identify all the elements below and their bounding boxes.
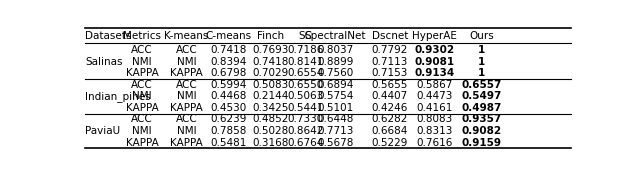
Text: 0.5655: 0.5655 (372, 80, 408, 90)
Text: 0.9082: 0.9082 (461, 126, 502, 136)
Text: 1: 1 (478, 68, 485, 78)
Text: 0.5754: 0.5754 (317, 91, 354, 101)
Text: 0.7418: 0.7418 (253, 57, 289, 67)
Text: KAPPA: KAPPA (125, 138, 158, 147)
Text: 0.6557: 0.6557 (461, 80, 502, 90)
Text: 0.5481: 0.5481 (211, 138, 247, 147)
Text: 0.7560: 0.7560 (317, 68, 353, 78)
Text: KAPPA: KAPPA (170, 138, 203, 147)
Text: KAPPA: KAPPA (125, 103, 158, 113)
Text: ACC: ACC (176, 114, 198, 124)
Text: C-means: C-means (205, 31, 252, 41)
Text: 0.8899: 0.8899 (317, 57, 354, 67)
Text: Finch: Finch (257, 31, 285, 41)
Text: 0.6282: 0.6282 (372, 114, 408, 124)
Text: SpectralNet: SpectralNet (305, 31, 366, 41)
Text: 0.5867: 0.5867 (417, 80, 453, 90)
Text: KAPPA: KAPPA (170, 68, 203, 78)
Text: 0.5441: 0.5441 (287, 103, 324, 113)
Text: Metrics: Metrics (123, 31, 161, 41)
Text: Datasets: Datasets (85, 31, 131, 41)
Text: 0.9134: 0.9134 (415, 68, 455, 78)
Text: Indian_pines: Indian_pines (85, 91, 150, 102)
Text: PaviaU: PaviaU (85, 126, 120, 136)
Text: NMI: NMI (177, 126, 196, 136)
Text: HyperAE: HyperAE (412, 31, 457, 41)
Text: 0.6798: 0.6798 (211, 68, 247, 78)
Text: 0.4161: 0.4161 (417, 103, 453, 113)
Text: 0.5678: 0.5678 (317, 138, 354, 147)
Text: 0.5994: 0.5994 (211, 80, 247, 90)
Text: 0.4473: 0.4473 (417, 91, 453, 101)
Text: 0.7113: 0.7113 (372, 57, 408, 67)
Text: 0.5063: 0.5063 (287, 91, 324, 101)
Text: 0.8083: 0.8083 (417, 114, 452, 124)
Text: 0.6764: 0.6764 (287, 138, 324, 147)
Text: 0.9159: 0.9159 (462, 138, 502, 147)
Text: 1: 1 (478, 45, 485, 55)
Text: 0.8394: 0.8394 (211, 57, 247, 67)
Text: 0.9357: 0.9357 (461, 114, 502, 124)
Text: ACC: ACC (176, 80, 198, 90)
Text: NMI: NMI (132, 91, 152, 101)
Text: 0.7418: 0.7418 (211, 45, 247, 55)
Text: NMI: NMI (177, 57, 196, 67)
Text: Salinas: Salinas (85, 57, 122, 67)
Text: 0.7616: 0.7616 (417, 138, 453, 147)
Text: Ours: Ours (469, 31, 494, 41)
Text: 0.8037: 0.8037 (317, 45, 353, 55)
Text: 0.8141: 0.8141 (287, 57, 324, 67)
Text: 1: 1 (478, 57, 485, 67)
Text: 0.2144: 0.2144 (253, 91, 289, 101)
Text: KAPPA: KAPPA (170, 103, 203, 113)
Text: 0.6554: 0.6554 (287, 68, 324, 78)
Text: 0.5497: 0.5497 (461, 91, 502, 101)
Text: 0.5229: 0.5229 (372, 138, 408, 147)
Text: 0.9081: 0.9081 (415, 57, 454, 67)
Text: 0.4468: 0.4468 (211, 91, 247, 101)
Text: NMI: NMI (132, 126, 152, 136)
Text: 0.5083: 0.5083 (253, 80, 289, 90)
Text: 0.4530: 0.4530 (211, 103, 247, 113)
Text: 0.6448: 0.6448 (317, 114, 354, 124)
Text: 0.6894: 0.6894 (317, 80, 354, 90)
Text: 0.7693: 0.7693 (253, 45, 289, 55)
Text: ACC: ACC (131, 80, 153, 90)
Text: 0.4407: 0.4407 (372, 91, 408, 101)
Text: 0.7713: 0.7713 (317, 126, 354, 136)
Text: 0.5101: 0.5101 (317, 103, 353, 113)
Text: ACC: ACC (131, 45, 153, 55)
Text: 0.7029: 0.7029 (253, 68, 289, 78)
Text: ACC: ACC (176, 45, 198, 55)
Text: 0.3168: 0.3168 (253, 138, 289, 147)
Text: NMI: NMI (132, 57, 152, 67)
Text: 0.8313: 0.8313 (417, 126, 453, 136)
Text: K-means: K-means (164, 31, 209, 41)
Text: 0.7330: 0.7330 (287, 114, 324, 124)
Text: 0.7186: 0.7186 (287, 45, 324, 55)
Text: 0.6684: 0.6684 (372, 126, 408, 136)
Text: 0.6550: 0.6550 (287, 80, 324, 90)
Text: 0.5028: 0.5028 (253, 126, 289, 136)
Text: SC: SC (299, 31, 313, 41)
Text: 0.4246: 0.4246 (372, 103, 408, 113)
Text: 0.9302: 0.9302 (415, 45, 454, 55)
Text: KAPPA: KAPPA (125, 68, 158, 78)
Text: Dscnet: Dscnet (372, 31, 408, 41)
Text: ACC: ACC (131, 114, 153, 124)
Text: 0.7858: 0.7858 (211, 126, 247, 136)
Text: 0.8642: 0.8642 (287, 126, 324, 136)
Text: 0.4852: 0.4852 (253, 114, 289, 124)
Text: 0.6239: 0.6239 (211, 114, 247, 124)
Text: 0.3425: 0.3425 (253, 103, 289, 113)
Text: 0.7153: 0.7153 (372, 68, 408, 78)
Text: 0.4987: 0.4987 (461, 103, 502, 113)
Text: NMI: NMI (177, 91, 196, 101)
Text: 0.7792: 0.7792 (372, 45, 408, 55)
